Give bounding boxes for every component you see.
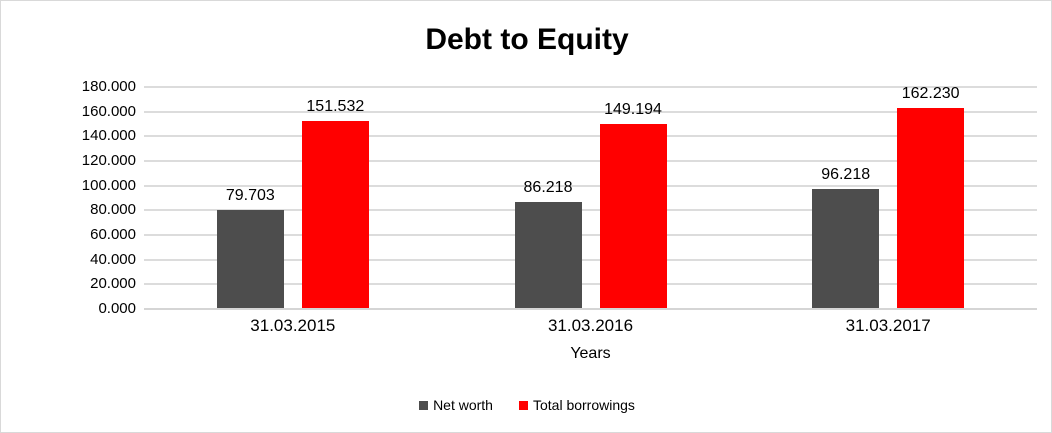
gridline: [144, 234, 1037, 236]
gridline: [144, 86, 1037, 88]
bar-data-label: 151.532: [306, 98, 365, 116]
gridline: [144, 160, 1037, 162]
chart-legend: Net worth Total borrowings: [1, 397, 1051, 413]
bar-net-worth-31.03.2015: [216, 209, 284, 308]
x-axis-tick-label: 31.03.2015: [250, 316, 336, 335]
legend-item-net-worth[interactable]: Net worth: [419, 397, 493, 413]
chart-title: Debt to Equity: [425, 23, 629, 56]
y-axis-tick-label: 120.000: [81, 152, 136, 169]
y-axis-tick-label: 60.000: [90, 226, 136, 243]
x-axis-tick-label: 31.03.2017: [845, 316, 931, 335]
y-axis-tick-label: 40.000: [90, 250, 136, 268]
legend-item-total-borrowings[interactable]: Total borrowings: [518, 397, 635, 413]
bar-data-label: 86.218: [523, 178, 573, 196]
y-axis-tick-label: 80.000: [90, 201, 136, 219]
legend-label: Net worth: [433, 397, 493, 413]
bar-net-worth-31.03.2016: [514, 201, 582, 308]
gridline: [144, 283, 1037, 286]
x-axis-tick-label: 31.03.2016: [547, 316, 634, 335]
y-axis-tick-labels: 180.000 160.000 140.000 120.000 100.000 80.00…: [46, 79, 136, 316]
y-axis-tick-label: 160.000: [81, 102, 136, 120]
y-axis-tick-label: 180.000: [81, 78, 136, 95]
gridline: [144, 308, 1037, 310]
y-axis-tick-label: 0.000: [98, 300, 136, 317]
bar-total-borrowings-31.03.2015: [301, 121, 369, 308]
bar-total-borrowings-31.03.2016: [599, 124, 667, 308]
bar-data-label: 162.230: [901, 84, 960, 102]
bar-data-label: 149.194: [604, 100, 662, 118]
bar-data-label: 79.703: [225, 186, 275, 204]
legend-swatch-icon: [518, 400, 528, 410]
gridline: [144, 209, 1037, 212]
bar-data-label: 96.218: [821, 166, 871, 184]
legend-swatch-icon: [419, 400, 429, 410]
gridline: [144, 184, 1037, 187]
gridline: [144, 135, 1037, 138]
y-axis-tick-label: 140.000: [81, 127, 136, 145]
x-axis-title: Years: [570, 345, 611, 362]
plot-area: 79.703 151.532 86.218 149.194 96.218 162.230: [144, 84, 1037, 310]
gridline: [144, 258, 1037, 261]
bar-net-worth-31.03.2017: [812, 189, 880, 308]
bar-total-borrowings-31.03.2017: [897, 107, 965, 308]
legend-label: Total borrowings: [532, 397, 635, 413]
y-axis-tick-label: 100.000: [81, 176, 136, 194]
gridline: [144, 110, 1037, 113]
y-axis-tick-label: 20.000: [90, 275, 136, 293]
x-axis-tick-labels: 31.03.2015 31.03.2016 31.03.2017: [144, 316, 1037, 338]
